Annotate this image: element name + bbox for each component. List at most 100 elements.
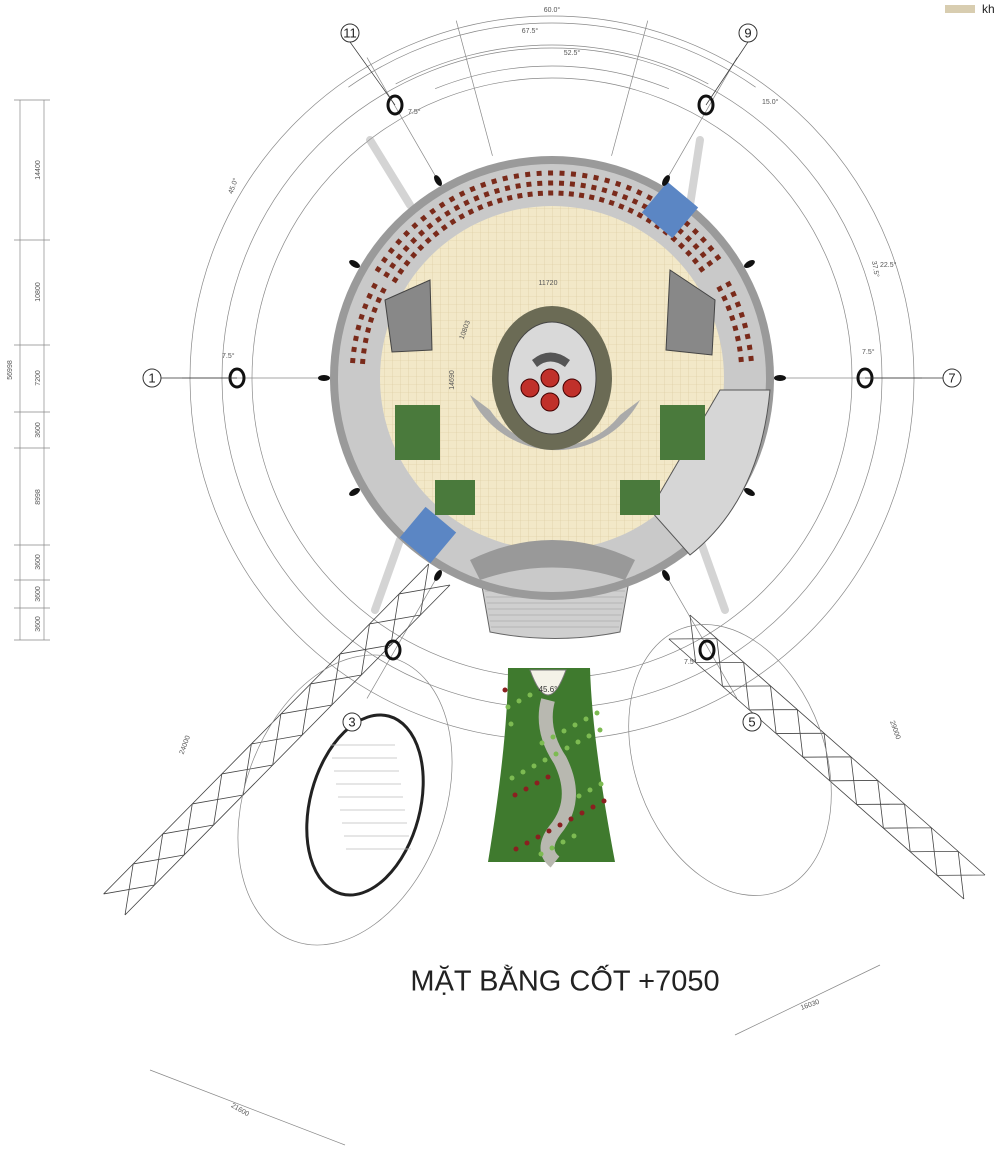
seat xyxy=(538,191,543,196)
angle-label: 7.5° xyxy=(684,658,697,666)
angle-label: 15.0° xyxy=(762,98,779,106)
seat xyxy=(579,193,585,199)
seat xyxy=(514,173,520,179)
seat xyxy=(363,338,369,344)
dimension: 14400 xyxy=(35,160,42,180)
seat xyxy=(570,181,575,186)
plant xyxy=(532,764,537,769)
elevator xyxy=(521,379,539,397)
radial-line xyxy=(667,58,737,179)
radial-line xyxy=(612,21,648,156)
seat xyxy=(548,170,553,175)
plant xyxy=(524,787,529,792)
angle-label: 7.5° xyxy=(408,108,421,116)
plant xyxy=(509,722,514,727)
plant xyxy=(565,746,570,751)
radial-line xyxy=(456,21,492,156)
seat xyxy=(748,356,753,361)
plant xyxy=(510,776,515,781)
plant xyxy=(551,735,556,740)
seat xyxy=(738,357,743,362)
seat xyxy=(351,347,357,353)
dimension: 3600 xyxy=(35,554,42,570)
lawn xyxy=(660,405,705,460)
axis-label: 1 xyxy=(148,370,155,385)
angle-label: 67.5° xyxy=(522,27,539,35)
dimension: 11720 xyxy=(539,280,558,287)
plant xyxy=(598,728,603,733)
plant xyxy=(547,829,552,834)
seat xyxy=(559,171,564,176)
seat xyxy=(571,171,576,176)
axis-label: 7 xyxy=(948,370,955,385)
dimension: 56998 xyxy=(7,360,14,380)
plant xyxy=(558,823,563,828)
truss xyxy=(669,615,985,899)
floor-plan: kh 60.0° 67.5° 52.5° 7.5° 15.0° 22.5° 37… xyxy=(0,0,1001,1152)
plant xyxy=(562,729,567,734)
plant xyxy=(595,711,600,716)
plant xyxy=(591,805,596,810)
seat xyxy=(569,191,574,196)
seat xyxy=(745,333,751,339)
axis-label: 11 xyxy=(343,25,357,40)
angle-label: 52.5° xyxy=(564,49,581,57)
ramp xyxy=(375,540,400,610)
plant xyxy=(546,775,551,780)
elevator xyxy=(541,369,559,387)
plant xyxy=(525,841,530,846)
dimension: 29000 xyxy=(888,720,901,741)
dimension-line xyxy=(150,1070,345,1145)
seat xyxy=(525,172,531,178)
seat xyxy=(548,180,553,185)
plant xyxy=(561,840,566,845)
seat xyxy=(580,183,586,189)
dimension-line xyxy=(735,965,880,1035)
plant xyxy=(550,846,555,851)
dimension: 8998 xyxy=(35,489,42,505)
seat xyxy=(558,191,563,196)
seat xyxy=(559,181,564,186)
dimension: 16030 xyxy=(800,999,821,1012)
dimension: 3600 xyxy=(35,586,42,602)
ramp xyxy=(370,140,410,205)
plant xyxy=(517,699,522,704)
elevator xyxy=(563,379,581,397)
lawn xyxy=(435,480,475,515)
seat xyxy=(589,194,595,200)
angle-label: 7.5° xyxy=(862,348,875,356)
plan-title: MẶT BẰNG CỐT +7050 xyxy=(410,964,719,998)
plant xyxy=(580,811,585,816)
plant xyxy=(506,705,511,710)
seat xyxy=(536,171,541,176)
plant xyxy=(535,781,540,786)
seat xyxy=(517,193,523,199)
seat xyxy=(735,336,741,342)
dimension: 7200 xyxy=(35,370,42,386)
angle-label: 22.5° xyxy=(880,261,897,269)
seat xyxy=(537,181,542,186)
seat xyxy=(591,185,597,191)
outline-ellipse xyxy=(593,596,867,924)
axis-line xyxy=(706,42,748,105)
seat xyxy=(360,359,365,364)
dimension-arc xyxy=(435,66,669,89)
dimension-arc xyxy=(348,23,755,87)
plant xyxy=(584,717,589,722)
dimension: 14690 xyxy=(449,370,456,390)
plant xyxy=(588,788,593,793)
axis-label: 9 xyxy=(744,25,751,40)
angle-label: 7.5° xyxy=(222,352,235,360)
plant xyxy=(554,752,559,757)
pillar xyxy=(774,375,786,381)
radial-line xyxy=(667,577,737,698)
pillar xyxy=(318,375,330,381)
seat xyxy=(515,183,521,189)
amphitheatre xyxy=(288,702,442,908)
angle-label: 60.0° xyxy=(544,6,561,14)
seat xyxy=(526,182,532,188)
seat xyxy=(593,175,599,181)
plant xyxy=(514,847,519,852)
column xyxy=(386,641,400,659)
seat xyxy=(582,173,588,179)
